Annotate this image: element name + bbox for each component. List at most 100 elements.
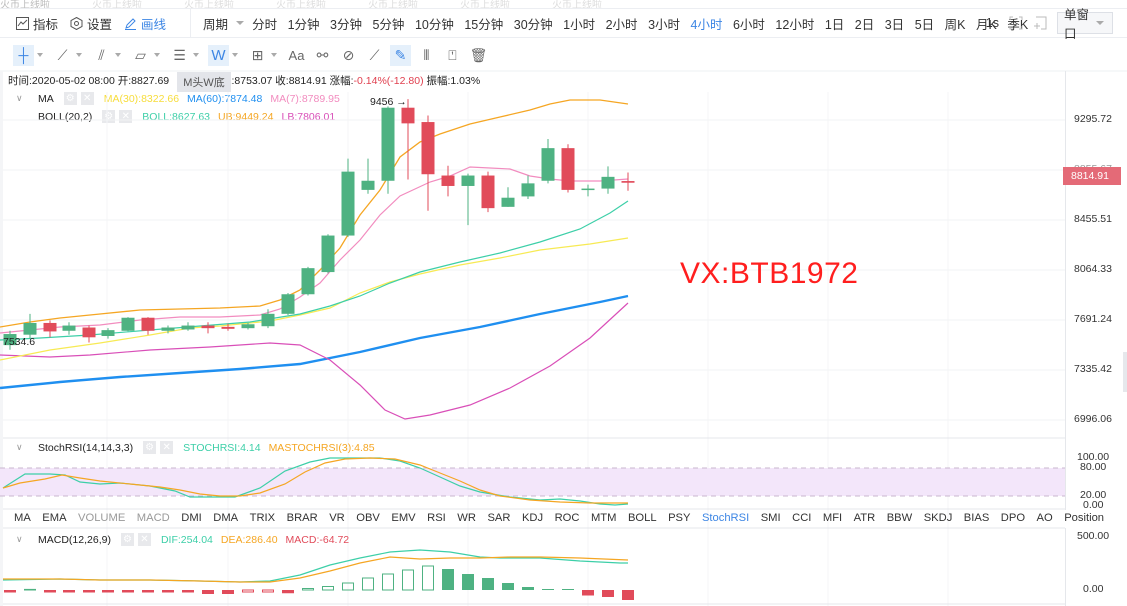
crosshair-tool[interactable]: ┼	[13, 44, 47, 66]
period-option[interactable]: 10分钟	[414, 17, 454, 32]
indicator-tab[interactable]: DMI	[181, 512, 202, 524]
trend-line-tool[interactable]: ⟋	[52, 44, 86, 66]
indicator-tab[interactable]: ROC	[554, 512, 580, 524]
horizontal-lines-tool[interactable]: ☰	[169, 44, 203, 66]
chevron-down-icon[interactable]	[37, 53, 43, 57]
lock-tool[interactable]: ⍞	[442, 44, 463, 66]
browser-tab[interactable]: 火币上线啦	[92, 0, 142, 9]
chevron-down-icon[interactable]	[193, 53, 199, 57]
measure-box-tool[interactable]: ⊞	[247, 44, 281, 66]
bar-pattern-tool[interactable]: ⦀	[416, 44, 437, 66]
period-option[interactable]: 5分钟	[372, 17, 405, 32]
pen-tool[interactable]: ✎	[390, 44, 411, 66]
indicator-tab[interactable]: MTM	[590, 512, 617, 524]
period-option[interactable]: 1分钟	[287, 17, 320, 32]
period-option[interactable]: 分时	[252, 17, 278, 32]
browser-tab[interactable]: 火币上线啦	[552, 0, 602, 9]
chevron-down-icon[interactable]	[236, 20, 245, 25]
chevron-down-icon[interactable]: ∨	[16, 534, 23, 544]
indicator-tab[interactable]: VR	[329, 512, 345, 524]
link-tool[interactable]: ⊘	[338, 44, 359, 66]
indicator-tab[interactable]: TRIX	[249, 512, 276, 524]
magnet-tool[interactable]: ⚯	[312, 44, 333, 66]
browser-tab[interactable]: 火币上线啦	[0, 0, 50, 9]
stochrsi-settings-button[interactable]: ⚙	[143, 441, 157, 454]
indicator-tab[interactable]: BOLL	[627, 512, 657, 524]
indicator-tab[interactable]: RSI	[427, 512, 446, 524]
macd-settings-button[interactable]: ⚙	[120, 533, 134, 546]
indicator-tab[interactable]: StochRSI	[701, 512, 750, 524]
chevron-down-icon[interactable]	[76, 53, 82, 57]
fullscreen-icon[interactable]	[1009, 16, 1023, 30]
indicators-button[interactable]: 指标	[16, 14, 58, 33]
indicator-tab[interactable]: ATR	[853, 512, 876, 524]
indicator-tab[interactable]: BRAR	[286, 512, 318, 524]
indicator-tab[interactable]: DMA	[213, 512, 239, 524]
indicator-tab[interactable]: SMI	[760, 512, 781, 524]
browser-tab[interactable]: 火币上线啦	[184, 0, 234, 9]
add-window-icon[interactable]	[1033, 16, 1047, 30]
indicator-tab[interactable]: EMV	[391, 512, 416, 524]
indicator-tab[interactable]: MFI	[822, 512, 843, 524]
ma-settings-button[interactable]: ⚙	[63, 92, 77, 105]
period-option[interactable]: 季K	[1007, 17, 1029, 32]
chevron-down-icon[interactable]	[232, 53, 238, 57]
chevron-down-icon[interactable]: ∨	[16, 93, 23, 103]
text-tool[interactable]: Aa	[286, 44, 307, 66]
delete-tool[interactable]: 🗑	[468, 44, 489, 66]
chevron-down-icon[interactable]	[271, 53, 277, 57]
period-option[interactable]: 4小时	[690, 17, 723, 32]
period-option[interactable]: 1小时	[563, 17, 596, 32]
indicator-tab[interactable]: WR	[457, 512, 476, 524]
chevron-down-icon[interactable]: ∨	[16, 442, 23, 452]
chevron-down-icon[interactable]	[154, 53, 160, 57]
indicator-tab[interactable]: AO	[1036, 512, 1053, 524]
period-option[interactable]: 3小时	[648, 17, 681, 32]
macd-close-button[interactable]: ✕	[137, 533, 151, 546]
indicator-tab[interactable]: PSY	[668, 512, 691, 524]
w-pattern-tool[interactable]: W	[208, 44, 242, 66]
refresh-interval[interactable]: 1s	[985, 16, 999, 30]
indicator-tab[interactable]: MA	[14, 512, 31, 524]
rectangle-tool[interactable]: ▱	[130, 44, 164, 66]
indicator-tab[interactable]: KDJ	[521, 512, 544, 524]
indicator-tab[interactable]: SAR	[487, 512, 511, 524]
period-option[interactable]: 12小时	[775, 17, 815, 32]
period-option[interactable]: 5日	[914, 17, 935, 32]
ruler-tool[interactable]: ⟋	[364, 44, 385, 66]
period-option[interactable]: 月K	[975, 17, 997, 32]
gear-icon	[70, 16, 83, 30]
window-mode-select[interactable]: 单窗口	[1057, 8, 1113, 41]
indicator-tab[interactable]: VOLUME	[78, 512, 126, 524]
period-option[interactable]: 15分钟	[464, 17, 504, 32]
scrollbar-handle[interactable]	[1123, 352, 1127, 392]
draw-line-button[interactable]: 画线	[124, 14, 166, 33]
period-option[interactable]: 3日	[884, 17, 905, 32]
period-option[interactable]: 1日	[824, 17, 845, 32]
chart-indicator-icon	[16, 16, 29, 30]
browser-tab[interactable]: 火币上线啦	[460, 0, 510, 9]
indicator-tab[interactable]: SKDJ	[923, 512, 953, 524]
browser-tab[interactable]: 火币上线啦	[368, 0, 418, 9]
period-option[interactable]: 6小时	[732, 17, 765, 32]
indicator-tab[interactable]: Position	[1064, 512, 1105, 524]
settings-button[interactable]: 设置	[70, 14, 112, 33]
period-option[interactable]: 2日	[854, 17, 875, 32]
period-option[interactable]: 周K	[944, 17, 966, 32]
browser-tab[interactable]: 火币上线啦	[276, 0, 326, 9]
indicator-tab[interactable]: CCI	[792, 512, 812, 524]
stochrsi-close-button[interactable]: ✕	[160, 441, 174, 454]
period-option[interactable]: 30分钟	[513, 17, 553, 32]
period-option[interactable]: 2小时	[605, 17, 638, 32]
chevron-down-icon[interactable]	[115, 53, 121, 57]
indicator-tab[interactable]: BBW	[886, 512, 913, 524]
indicator-tab[interactable]: OBV	[356, 512, 380, 524]
ma-close-button[interactable]: ✕	[80, 92, 94, 105]
period-option[interactable]: 3分钟	[330, 17, 362, 32]
indicator-tab[interactable]: DPO	[1000, 512, 1026, 524]
indicator-tab[interactable]: BIAS	[963, 512, 990, 524]
indicator-tab[interactable]: MACD	[136, 512, 170, 524]
indicator-tab[interactable]: EMA	[42, 512, 67, 524]
parallel-lines-tool[interactable]: ⫽	[91, 44, 125, 66]
